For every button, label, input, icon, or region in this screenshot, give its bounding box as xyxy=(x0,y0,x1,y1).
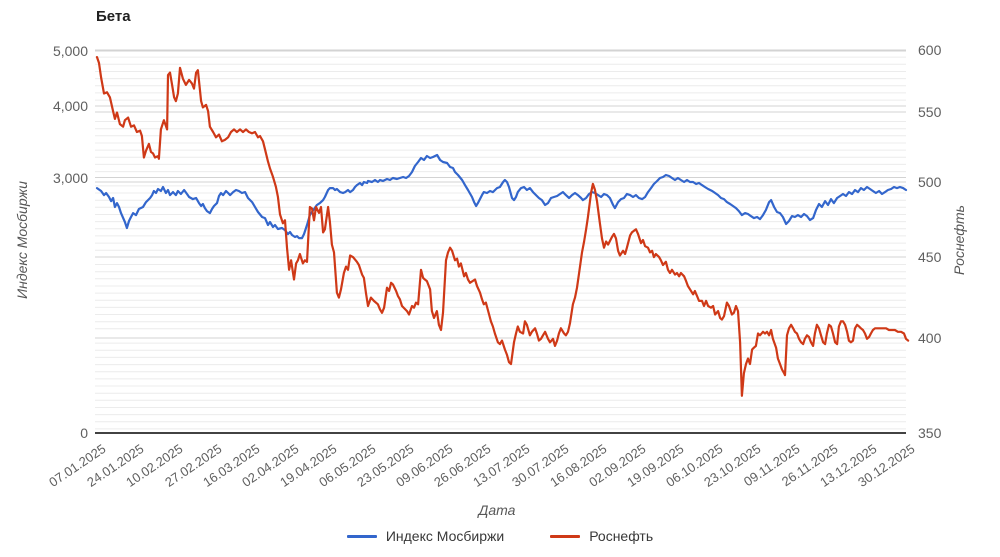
y-right-tick-label: 550 xyxy=(918,104,942,120)
legend-item-moex[interactable]: Индекс Мосбиржи xyxy=(346,528,505,544)
legend-label-moex: Индекс Мосбиржи xyxy=(385,528,505,544)
legend: Индекс Мосбиржи Роснефть xyxy=(0,528,1000,544)
y-left-tick-label: 0 xyxy=(80,425,88,441)
legend-label-rosneft: Роснефть xyxy=(589,528,654,544)
major-gridlines xyxy=(95,49,906,339)
legend-item-rosneft[interactable]: Роснефть xyxy=(550,528,653,544)
y-right-tick-label: 350 xyxy=(918,425,942,441)
y-right-tick-label: 500 xyxy=(918,174,942,190)
y-left-tick-label: 3,000 xyxy=(52,169,88,186)
moex-line-swatch xyxy=(346,534,377,538)
y-right-tick-label: 600 xyxy=(918,42,942,58)
y-right-tick-label: 450 xyxy=(918,249,942,265)
rosneft-line-swatch xyxy=(550,534,581,538)
chart-title: Бета xyxy=(96,8,131,25)
y-left-tick-label: 5,000 xyxy=(52,43,88,59)
y-right-tick-label: 400 xyxy=(918,330,942,346)
y-left-tick-label: 4,000 xyxy=(52,98,88,114)
minor-gridlines xyxy=(95,56,906,430)
series-line-rosneft xyxy=(95,55,910,397)
series-line-moex xyxy=(95,153,908,240)
